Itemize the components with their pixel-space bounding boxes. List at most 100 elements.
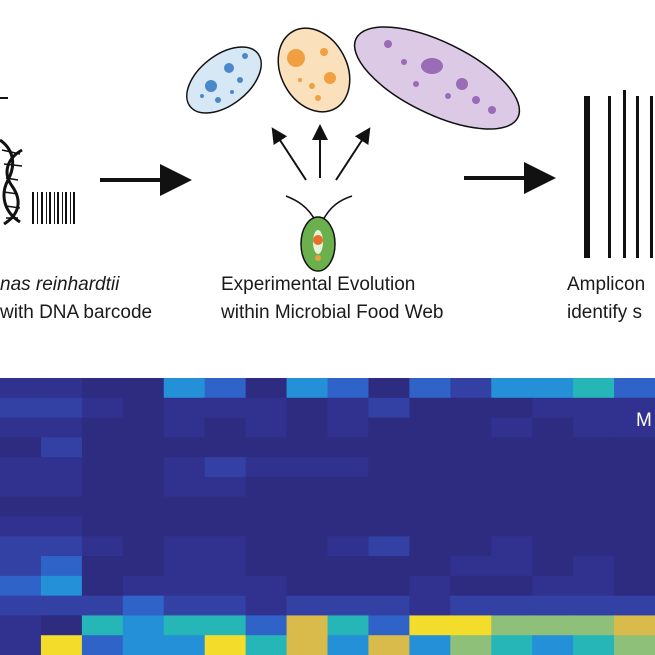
heatmap-cell	[40, 536, 83, 557]
heatmap-cell	[122, 556, 165, 577]
heatmap-cell	[573, 556, 615, 577]
heatmap-cell	[409, 417, 451, 438]
heatmap-cell	[40, 595, 83, 617]
heatmap-cell	[286, 457, 329, 478]
algae-cell-icon	[285, 195, 353, 272]
heatmap-cell	[40, 378, 83, 399]
heatmap-cell	[81, 595, 124, 617]
heatmap-cell	[204, 457, 247, 478]
heatmap-cell	[573, 437, 615, 458]
heatmap-cell	[614, 378, 655, 399]
heatmap-cell	[491, 496, 533, 518]
heatmap-cell	[491, 575, 533, 597]
heatmap-cell	[450, 615, 492, 636]
heatmap-cell	[573, 496, 615, 518]
heatmap-cell	[491, 595, 533, 617]
heatmap-cell	[450, 457, 492, 478]
heatmap-cell	[450, 417, 492, 438]
heatmap-cell	[163, 437, 206, 458]
heatmap-cell	[245, 417, 288, 438]
heatmap-cell	[81, 457, 124, 478]
heatmap-cell	[163, 457, 206, 478]
heatmap-cell	[204, 378, 247, 399]
heatmap-cell	[163, 496, 206, 518]
heatmap-cell	[368, 457, 410, 478]
heatmap-cell	[532, 476, 574, 498]
heatmap-cell	[450, 595, 492, 617]
heatmap-cell	[491, 536, 533, 557]
heatmap-cell	[409, 575, 451, 597]
dna-helix-icon	[0, 97, 23, 226]
heatmap-cell	[286, 556, 329, 577]
heatmap-cell	[409, 397, 451, 419]
heatmap-cell	[573, 476, 615, 498]
heatmap-cell	[163, 397, 206, 419]
heatmap-cell	[450, 378, 492, 399]
heatmap-cell	[0, 476, 42, 498]
heatmap-cell	[0, 556, 42, 577]
heatmap-cell	[450, 556, 492, 577]
heatmap-cell	[122, 615, 165, 636]
heatmap-cell	[327, 496, 370, 518]
heatmap-cell	[245, 437, 288, 458]
heatmap-cell	[614, 516, 655, 537]
heatmap-cell	[409, 516, 451, 537]
heatmap-cell	[0, 635, 42, 655]
heatmap-cell	[81, 575, 124, 597]
heatmap-cell	[409, 437, 451, 458]
heatmap-cell	[245, 536, 288, 557]
left-label-line2: with DNA barcode	[0, 302, 153, 323]
heatmap-cell	[614, 496, 655, 518]
heatmap-cell	[122, 378, 165, 399]
heatmap-cell	[163, 615, 206, 636]
heatmap-cell	[0, 417, 42, 438]
heatmap-cell	[204, 417, 247, 438]
heatmap-cell	[204, 595, 247, 617]
heatmap-cell	[532, 615, 574, 636]
heatmap-cell	[614, 457, 655, 478]
heatmap-cell	[532, 536, 574, 557]
heatmap-cell	[81, 437, 124, 458]
heatmap-cell	[0, 595, 42, 617]
heatmap-cell	[614, 635, 655, 655]
heatmap-cell	[532, 595, 574, 617]
heatmap-cell	[163, 556, 206, 577]
heatmap-cell	[286, 595, 329, 617]
heatmap-cell	[0, 536, 42, 557]
heatmap-cell	[532, 457, 574, 478]
heatmap-cell	[368, 417, 410, 438]
heatmap-cell	[450, 516, 492, 537]
heatmap-cell	[450, 397, 492, 419]
heatmap-cell	[163, 516, 206, 537]
heatmap-cell	[204, 536, 247, 557]
heatmap-cell	[532, 378, 574, 399]
heatmap-cell	[81, 417, 124, 438]
heatmap-cell	[163, 575, 206, 597]
heatmap-cell	[286, 378, 329, 399]
right-label-line1: Amplicon	[567, 274, 646, 295]
heatmap-cell	[573, 536, 615, 557]
heatmap-cell	[368, 476, 410, 498]
heatmap-cell	[245, 457, 288, 478]
heatmap-cell	[573, 595, 615, 617]
heatmap-cell	[532, 516, 574, 537]
heatmap-cell	[409, 536, 451, 557]
heatmap-cell	[286, 516, 329, 537]
heatmap-cell	[40, 476, 83, 498]
heatmap-cell	[491, 378, 533, 399]
heatmap-cell	[327, 615, 370, 636]
heatmap-cell	[204, 496, 247, 518]
heatmap-cell	[573, 397, 615, 419]
heatmap-cell	[40, 417, 83, 438]
heatmap-cell	[40, 397, 83, 419]
heatmap-cell	[286, 437, 329, 458]
heatmap-cell	[0, 496, 42, 518]
heatmap-cell	[40, 516, 83, 537]
heatmap-cell	[122, 457, 165, 478]
heatmap-cell	[40, 496, 83, 518]
heatmap-cell	[327, 397, 370, 419]
purple-protist-icon	[353, 26, 521, 130]
heatmap-cell	[286, 476, 329, 498]
heatmap-cell	[327, 575, 370, 597]
